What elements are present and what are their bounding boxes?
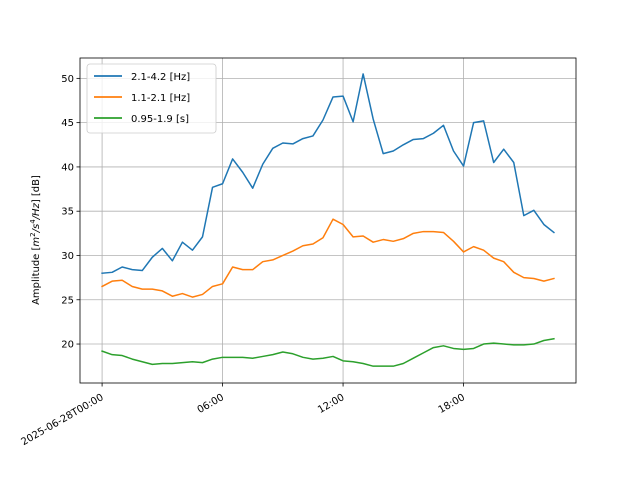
y-tick-label: 50 <box>61 74 74 85</box>
legend-label: 0.95-1.9 [s] <box>131 114 189 125</box>
series-line-1 <box>101 73 555 275</box>
legend-entry: 1.1-2.1 [Hz] <box>94 93 190 104</box>
legend-entry: 2.1-4.2 [Hz] <box>94 72 190 83</box>
y-tick-label: 45 <box>61 118 74 129</box>
plot-frame <box>79 57 577 384</box>
y-tick-label: 30 <box>61 251 74 262</box>
y-axis-ticks: 20 25 30 35 40 45 50 <box>61 74 80 351</box>
series-line-3 <box>101 337 555 367</box>
y-tick-label: 20 <box>61 340 74 351</box>
y-tick-label: 35 <box>61 207 74 218</box>
series-line-2 <box>101 218 555 298</box>
y-axis-label: Amplitude [m2/s4/Hz] [dB] <box>29 175 42 305</box>
y-tick-label: 25 <box>61 295 74 306</box>
legend: 2.1-4.2 [Hz] 1.1-2.1 [Hz] 0.95-1.9 [s] <box>86 63 217 134</box>
plot-lines <box>101 73 555 367</box>
grid <box>80 58 576 383</box>
legend-entry: 0.95-1.9 [s] <box>94 114 189 125</box>
legend-frame <box>86 63 217 134</box>
legend-label: 1.1-2.1 [Hz] <box>131 93 190 104</box>
legend-label: 2.1-4.2 [Hz] <box>131 72 190 83</box>
y-tick-label: 40 <box>61 162 74 173</box>
